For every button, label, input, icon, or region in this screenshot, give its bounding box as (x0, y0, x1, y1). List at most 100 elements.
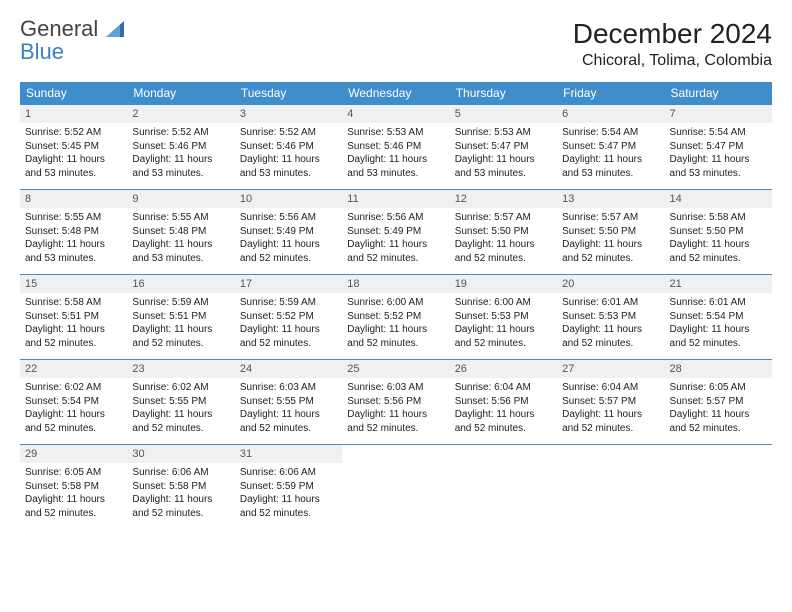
day-body: Sunrise: 5:52 AMSunset: 5:45 PMDaylight:… (20, 123, 127, 183)
weeks-container: 1Sunrise: 5:52 AMSunset: 5:45 PMDaylight… (20, 104, 772, 529)
sunrise-line: Sunrise: 6:02 AM (25, 382, 101, 393)
sunset-line: Sunset: 5:58 PM (132, 481, 206, 492)
day-number: 8 (20, 190, 127, 208)
daylight-line: Daylight: 11 hours and 52 minutes. (25, 409, 105, 434)
sunset-line: Sunset: 5:47 PM (455, 141, 529, 152)
day-body: Sunrise: 5:53 AMSunset: 5:47 PMDaylight:… (450, 123, 557, 183)
day-number: 1 (20, 105, 127, 123)
daylight-line: Daylight: 11 hours and 52 minutes. (132, 494, 212, 519)
sunset-line: Sunset: 5:52 PM (347, 311, 421, 322)
daylight-line: Daylight: 11 hours and 53 minutes. (562, 154, 642, 179)
weekday-header-row: Sunday Monday Tuesday Wednesday Thursday… (20, 82, 772, 104)
day-cell: 19Sunrise: 6:00 AMSunset: 5:53 PMDayligh… (450, 275, 557, 359)
day-body: Sunrise: 5:52 AMSunset: 5:46 PMDaylight:… (235, 123, 342, 183)
daylight-line: Daylight: 11 hours and 52 minutes. (670, 239, 750, 264)
sunset-line: Sunset: 5:46 PM (132, 141, 206, 152)
sunrise-line: Sunrise: 5:52 AM (132, 127, 208, 138)
day-body: Sunrise: 6:06 AMSunset: 5:59 PMDaylight:… (235, 463, 342, 523)
day-number: 26 (450, 360, 557, 378)
day-body: Sunrise: 5:57 AM Sunset: 5:50 PM Daylight:… (557, 208, 664, 268)
day-body: Sunrise: 6:02 AMSunset: 5:55 PMDaylight:… (127, 378, 234, 438)
page-header: General Blue December 2024 Chicoral, Tol… (20, 18, 772, 70)
day-cell: 24Sunrise: 6:03 AMSunset: 5:55 PMDayligh… (235, 360, 342, 444)
day-body: Sunrise: 6:00 AMSunset: 5:52 PMDaylight:… (342, 293, 449, 353)
daylight-line: Daylight: 11 hours and 52 minutes. (347, 239, 427, 264)
day-body: Sunrise: 6:01 AMSunset: 5:53 PMDaylight:… (557, 293, 664, 353)
day-body: Sunrise: 6:05 AMSunset: 5:57 PMDaylight:… (665, 378, 772, 438)
sunrise-line: Sunrise: 5:53 AM (347, 127, 423, 138)
sunrise-line: Sunrise: 5:57 AM (562, 212, 638, 223)
daylight-line: Daylight: 11 hours and 52 minutes. (670, 409, 750, 434)
sunrise-line: Sunrise: 6:04 AM (562, 382, 638, 393)
day-cell: 15Sunrise: 5:58 AMSunset: 5:51 PMDayligh… (20, 275, 127, 359)
day-body: Sunrise: 5:54 AMSunset: 5:47 PMDaylight:… (557, 123, 664, 183)
sunset-line: Sunset: 5:56 PM (455, 396, 529, 407)
daylight-line: Daylight: 11 hours and 52 minutes. (562, 239, 642, 264)
day-cell (665, 445, 772, 529)
day-body: Sunrise: 6:04 AMSunset: 5:57 PMDaylight:… (557, 378, 664, 438)
weekday-header: Monday (127, 82, 234, 104)
sunset-line: Sunset: 5:50 PM (562, 226, 636, 237)
sunrise-line: Sunrise: 5:54 AM (670, 127, 746, 138)
sunrise-line: Sunrise: 6:00 AM (455, 297, 531, 308)
logo-word-top: General (20, 16, 98, 41)
daylight-line: Daylight: 11 hours and 53 minutes. (25, 154, 105, 179)
sunset-line: Sunset: 5:53 PM (562, 311, 636, 322)
day-body: Sunrise: 5:56 AMSunset: 5:49 PMDaylight:… (235, 208, 342, 268)
sunrise-line: Sunrise: 6:04 AM (455, 382, 531, 393)
day-cell: 14Sunrise: 5:58 AMSunset: 5:50 PMDayligh… (665, 190, 772, 274)
day-cell: 29Sunrise: 6:05 AMSunset: 5:58 PMDayligh… (20, 445, 127, 529)
sunset-line: Sunset: 5:53 PM (455, 311, 529, 322)
day-cell: 11Sunrise: 5:56 AMSunset: 5:49 PMDayligh… (342, 190, 449, 274)
day-cell: 30Sunrise: 6:06 AMSunset: 5:58 PMDayligh… (127, 445, 234, 529)
daylight-line: Daylight: 11 hours and 52 minutes. (240, 409, 320, 434)
sunrise-line: Sunrise: 5:59 AM (132, 297, 208, 308)
daylight-line: Daylight: 11 hours and 52 minutes. (240, 494, 320, 519)
day-number: 20 (557, 275, 664, 293)
daylight-line: Daylight: 11 hours and 52 minutes. (455, 409, 535, 434)
day-cell: 22Sunrise: 6:02 AMSunset: 5:54 PMDayligh… (20, 360, 127, 444)
calendar-page: General Blue December 2024 Chicoral, Tol… (0, 0, 792, 612)
day-body: Sunrise: 6:04 AM Sunset: 5:56 PM Daylight:… (450, 378, 557, 438)
day-number: 5 (450, 105, 557, 123)
day-cell: 1Sunrise: 5:52 AMSunset: 5:45 PMDaylight… (20, 105, 127, 189)
daylight-line: Daylight: 11 hours and 53 minutes. (240, 154, 320, 179)
day-body: Sunrise: 5:55 AMSunset: 5:48 PMDaylight:… (127, 208, 234, 268)
day-cell: 12Sunrise: 5:57 AMSunset: 5:50 PMDayligh… (450, 190, 557, 274)
day-body: Sunrise: 6:06 AMSunset: 5:58 PMDaylight:… (127, 463, 234, 523)
sunrise-line: Sunrise: 5:52 AM (25, 127, 101, 138)
location-subtitle: Chicoral, Tolima, Colombia (573, 52, 772, 70)
day-cell: 2Sunrise: 5:52 AMSunset: 5:46 PMDaylight… (127, 105, 234, 189)
day-body: Sunrise: 5:52 AM Sunset: 5:46 PM Daylight:… (127, 123, 234, 183)
day-number: 13 (557, 190, 664, 208)
weekday-header: Thursday (450, 82, 557, 104)
day-cell: 9Sunrise: 5:55 AMSunset: 5:48 PMDaylight… (127, 190, 234, 274)
logo-word-bottom: Blue (20, 39, 64, 64)
day-number: 28 (665, 360, 772, 378)
sunrise-line: Sunrise: 5:54 AM (562, 127, 638, 138)
sunset-line: Sunset: 5:54 PM (670, 311, 744, 322)
day-cell: 4Sunrise: 5:53 AMSunset: 5:46 PMDaylight… (342, 105, 449, 189)
daylight-line: Daylight: 11 hours and 52 minutes. (25, 494, 105, 519)
day-body: Sunrise: 6:03 AMSunset: 5:56 PMDaylight:… (342, 378, 449, 438)
day-number: 4 (342, 105, 449, 123)
sunset-line: Sunset: 5:48 PM (25, 226, 99, 237)
weekday-header: Tuesday (235, 82, 342, 104)
day-body: Sunrise: 5:59 AMSunset: 5:51 PMDaylight:… (127, 293, 234, 353)
day-number: 17 (235, 275, 342, 293)
day-cell: 31Sunrise: 6:06 AMSunset: 5:59 PMDayligh… (235, 445, 342, 529)
day-number: 12 (450, 190, 557, 208)
sunrise-line: Sunrise: 5:55 AM (132, 212, 208, 223)
day-body: Sunrise: 5:55 AMSunset: 5:48 PMDaylight:… (20, 208, 127, 268)
day-body: Sunrise: 5:59 AMSunset: 5:52 PMDaylight:… (235, 293, 342, 353)
day-number: 27 (557, 360, 664, 378)
week-row: 1Sunrise: 5:52 AMSunset: 5:45 PMDaylight… (20, 104, 772, 189)
day-body: Sunrise: 5:53 AMSunset: 5:46 PMDaylight:… (342, 123, 449, 183)
day-number: 10 (235, 190, 342, 208)
day-cell: 20Sunrise: 6:01 AMSunset: 5:53 PMDayligh… (557, 275, 664, 359)
daylight-line: Daylight: 11 hours and 53 minutes. (132, 154, 212, 179)
day-body: Sunrise: 6:02 AMSunset: 5:54 PMDaylight:… (20, 378, 127, 438)
day-number: 6 (557, 105, 664, 123)
month-title: December 2024 (573, 18, 772, 50)
title-block: December 2024 Chicoral, Tolima, Colombia (573, 18, 772, 70)
